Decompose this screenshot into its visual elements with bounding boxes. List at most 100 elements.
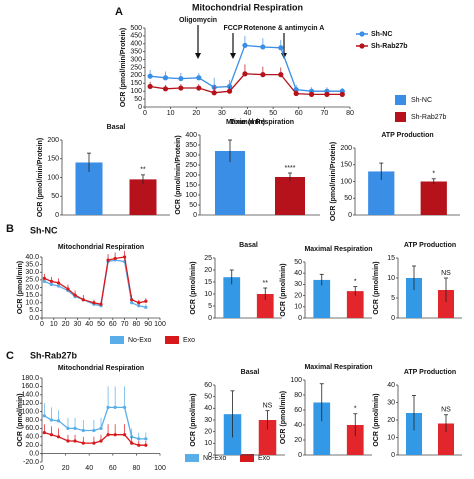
y-tick-label: 0 bbox=[391, 452, 395, 459]
bar bbox=[223, 277, 241, 318]
point bbox=[137, 304, 141, 308]
y-tick-label: 20 bbox=[294, 437, 302, 444]
legend-marker bbox=[359, 43, 365, 49]
point bbox=[73, 439, 77, 443]
y-tick-label: 50 bbox=[204, 394, 212, 401]
bar bbox=[406, 413, 422, 455]
x-tick-label: 50 bbox=[269, 110, 277, 117]
point bbox=[42, 276, 46, 280]
x-tick-label: 30 bbox=[74, 321, 82, 328]
point bbox=[293, 87, 299, 93]
chart-title: Maximal Respiration bbox=[304, 364, 372, 371]
y-axis-label: OCR (pmol/min) bbox=[17, 261, 24, 314]
y-tick-label: 35.0 bbox=[25, 261, 39, 268]
point bbox=[130, 441, 134, 445]
point bbox=[49, 279, 54, 283]
y-tick-label: 120.0 bbox=[21, 400, 39, 407]
y-axis-label: OCR (pmol/min) bbox=[373, 261, 380, 314]
x-tick-label: 70 bbox=[320, 110, 328, 117]
point bbox=[66, 439, 70, 443]
point bbox=[196, 75, 202, 81]
significance: ** bbox=[263, 280, 269, 287]
y-tick-label: 200 bbox=[47, 137, 59, 144]
y-tick-label: 150 bbox=[340, 162, 352, 169]
panel-label: C bbox=[6, 350, 14, 362]
x-tick-label: 40 bbox=[244, 110, 252, 117]
series-line bbox=[150, 44, 343, 92]
chart-title: Mitochondrial Respiration bbox=[58, 244, 144, 251]
series-line bbox=[44, 431, 146, 446]
y-axis-label: OCR (pmol/min/Protein) bbox=[37, 138, 44, 217]
x-axis-label: Time (min) bbox=[230, 119, 265, 126]
y-tick-label: 150 bbox=[185, 182, 197, 189]
chart-title: Basal bbox=[107, 124, 126, 131]
y-tick-label: 40 bbox=[387, 382, 395, 389]
y-tick-label: 15 bbox=[387, 255, 395, 262]
y-tick-label: 60 bbox=[294, 407, 302, 414]
point bbox=[260, 72, 266, 78]
significance: NS bbox=[263, 403, 273, 410]
y-axis-label: OCR (pmol/min) bbox=[280, 263, 287, 316]
panel-title: Sh-Rab27b bbox=[30, 350, 78, 360]
y-tick-label: 10 bbox=[294, 304, 302, 311]
y-tick-label: 5 bbox=[391, 295, 395, 302]
legend-swatch bbox=[110, 336, 124, 344]
point bbox=[56, 284, 61, 288]
point bbox=[42, 279, 46, 283]
y-tick-label: 0 bbox=[193, 212, 197, 219]
point bbox=[106, 405, 110, 409]
x-tick-label: 80 bbox=[346, 110, 354, 117]
annotation: Rotenone & antimycin A bbox=[244, 25, 325, 32]
point bbox=[293, 90, 299, 97]
chart-title: Maximal Respiration bbox=[304, 246, 372, 253]
y-tick-label: 30 bbox=[387, 399, 395, 406]
x-tick-label: 20 bbox=[62, 321, 70, 328]
y-tick-label: 10 bbox=[387, 434, 395, 441]
legend-label: No-Exo bbox=[128, 337, 151, 344]
x-tick-label: 50 bbox=[97, 321, 105, 328]
y-tick-label: 100 bbox=[340, 178, 352, 185]
y-tick-label: 0 bbox=[208, 452, 212, 459]
point bbox=[42, 431, 46, 435]
panel-title: Sh-NC bbox=[30, 225, 58, 235]
point bbox=[73, 426, 77, 430]
point bbox=[49, 282, 54, 287]
legend-label: Sh-Rab27b bbox=[411, 114, 447, 121]
point bbox=[56, 281, 61, 285]
bar bbox=[256, 294, 274, 318]
y-tick-label: 200 bbox=[185, 172, 197, 179]
x-tick-label: 10 bbox=[167, 110, 175, 117]
legend-swatch bbox=[395, 95, 406, 105]
y-tick-label: 100 bbox=[185, 192, 197, 199]
y-tick-label: 0 bbox=[348, 212, 352, 219]
y-tick-label: 150 bbox=[47, 156, 59, 163]
y-tick-label: 100 bbox=[47, 174, 59, 181]
bar bbox=[438, 290, 454, 318]
y-tick-label: 40 bbox=[294, 270, 302, 277]
point bbox=[162, 86, 169, 92]
y-tick-label: 200 bbox=[130, 72, 142, 79]
y-tick-label: 50 bbox=[344, 195, 352, 202]
significance: * bbox=[354, 278, 357, 285]
x-tick-label: 90 bbox=[144, 321, 152, 328]
y-tick-label: 10 bbox=[204, 440, 212, 447]
y-tick-label: 20.0 bbox=[25, 442, 39, 449]
point bbox=[211, 90, 217, 96]
point bbox=[178, 85, 184, 91]
y-tick-label: 25 bbox=[204, 255, 212, 262]
x-tick-label: 60 bbox=[109, 321, 117, 328]
point bbox=[278, 72, 284, 78]
y-axis-label: OCR (pmol/min) bbox=[280, 391, 287, 444]
point bbox=[99, 439, 103, 443]
y-axis-label: OCR (pmol/min/Protein) bbox=[120, 28, 127, 107]
bar bbox=[313, 279, 331, 318]
point bbox=[226, 88, 233, 94]
point bbox=[162, 75, 169, 81]
chart-title: Mitochondrial Respiration bbox=[58, 365, 144, 372]
point bbox=[260, 44, 266, 50]
bar bbox=[129, 179, 157, 215]
y-tick-label: 100 bbox=[130, 88, 142, 95]
y-tick-label: 0 bbox=[298, 452, 302, 459]
point bbox=[92, 428, 96, 433]
